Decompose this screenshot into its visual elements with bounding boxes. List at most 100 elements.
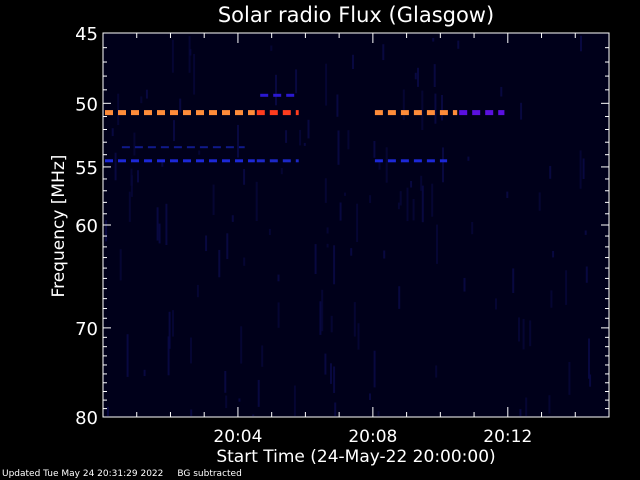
burst-segment xyxy=(413,159,422,163)
noise-streak xyxy=(334,402,337,416)
noise-streak xyxy=(156,207,159,241)
noise-streak xyxy=(293,385,296,416)
burst-segment xyxy=(485,110,494,116)
noise-streak xyxy=(337,130,340,165)
noise-streak xyxy=(519,409,522,416)
noise-streak xyxy=(397,202,400,210)
noise-streak xyxy=(467,156,470,161)
burst-segment xyxy=(183,159,191,163)
noise-streak xyxy=(128,191,131,222)
noise-streak xyxy=(277,274,280,282)
noise-streak xyxy=(255,181,258,221)
noise-streak xyxy=(140,96,143,104)
noise-streak xyxy=(506,191,509,198)
noise-streak xyxy=(126,334,129,377)
burst-segment xyxy=(131,110,139,116)
y-tick-label: 80 xyxy=(75,408,98,429)
noise-streak xyxy=(435,365,438,378)
noise-streak xyxy=(218,249,221,278)
noise-streak xyxy=(369,195,372,203)
noise-streak xyxy=(549,165,552,179)
noise-streak xyxy=(330,315,333,333)
burst-segment xyxy=(238,146,245,149)
burst-segment xyxy=(199,146,208,149)
plot-area xyxy=(103,33,609,417)
noise-streak xyxy=(237,124,239,158)
noise-streak xyxy=(231,215,234,222)
burst-segment xyxy=(157,110,165,116)
x-axis-label: Start Time (24-May-22 20:00:00) xyxy=(216,447,495,467)
noise-streak xyxy=(333,366,336,393)
noise-streak xyxy=(339,202,342,221)
noise-streak xyxy=(336,94,339,117)
burst-segment xyxy=(273,93,282,97)
burst-segment xyxy=(374,110,383,116)
noise-streak xyxy=(568,362,571,395)
burst-segment xyxy=(439,110,448,116)
noise-streak xyxy=(321,289,324,332)
noise-streak xyxy=(412,199,415,221)
noise-streak xyxy=(457,40,460,49)
burst-segment xyxy=(248,159,255,163)
noise-streak xyxy=(280,168,283,175)
burst-segment xyxy=(260,93,269,97)
noise-streak xyxy=(106,406,109,416)
burst-segment xyxy=(269,159,278,163)
burst-segment xyxy=(374,159,383,163)
noise-streak xyxy=(325,63,328,106)
noise-streak xyxy=(410,181,413,188)
noise-streak xyxy=(277,302,280,328)
noise-streak xyxy=(520,102,523,120)
noise-streak xyxy=(500,86,503,97)
noise-streak xyxy=(344,192,346,196)
bg-note: BG subtracted xyxy=(177,469,242,479)
noise-streak xyxy=(205,235,208,252)
burst-segment xyxy=(286,93,295,97)
noise-streak xyxy=(382,44,385,61)
burst-series xyxy=(105,93,505,163)
noise-streak xyxy=(495,298,497,310)
noise-streak xyxy=(238,398,241,402)
noise-streak xyxy=(303,142,306,146)
burst-segment xyxy=(439,159,448,163)
burst-segment xyxy=(400,159,409,163)
x-tick-label: 20:12 xyxy=(483,427,532,447)
burst-segment xyxy=(459,110,468,116)
noise-streak xyxy=(295,69,298,94)
burst-segment xyxy=(121,146,130,149)
noise-streak xyxy=(436,224,438,264)
burst-segment xyxy=(209,159,217,163)
noise-streak xyxy=(330,363,332,384)
noise-streak xyxy=(333,245,336,285)
noise-streak xyxy=(378,160,381,170)
noise-streak xyxy=(579,150,582,189)
noise-streak xyxy=(119,249,122,281)
burst-segment xyxy=(222,159,230,163)
noise-streak xyxy=(431,183,434,217)
noise-streak xyxy=(270,45,273,51)
burst-segment xyxy=(183,110,191,116)
noise-streak xyxy=(307,119,310,139)
noise-streak xyxy=(117,93,120,125)
noise-streak xyxy=(158,223,161,244)
noise-streak xyxy=(442,147,444,183)
noise-streak xyxy=(383,250,386,259)
x-tick-label: 20:08 xyxy=(348,427,397,447)
noise-streak xyxy=(190,337,192,364)
y-tick-label: 60 xyxy=(75,216,98,237)
noise-streak xyxy=(133,132,136,156)
noise-streak xyxy=(584,230,587,235)
noise-streak xyxy=(143,369,146,377)
burst-segment xyxy=(186,146,195,149)
burst-segment xyxy=(209,110,217,116)
noise-streak xyxy=(377,411,380,416)
burst-segment xyxy=(118,159,126,163)
noise-streak xyxy=(111,128,114,137)
burst-segment xyxy=(144,159,152,163)
noise-streak xyxy=(198,150,201,155)
noise-streak xyxy=(518,317,520,342)
noise-streak xyxy=(420,175,423,191)
burst-segment xyxy=(256,110,265,116)
noise-streak xyxy=(441,95,443,121)
burst-segment xyxy=(472,110,481,116)
